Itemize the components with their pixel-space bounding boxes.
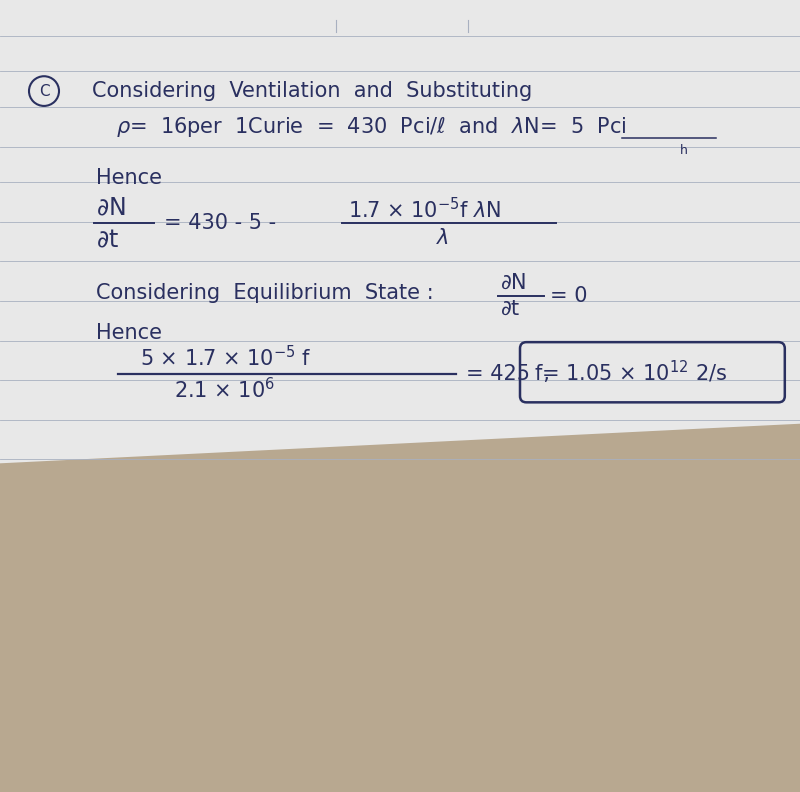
Text: 1.7 $\times$ 10$^{-5}$f $\lambda$N: 1.7 $\times$ 10$^{-5}$f $\lambda$N: [348, 197, 501, 223]
Text: Hence: Hence: [96, 168, 162, 188]
Text: = 0: = 0: [550, 286, 588, 307]
Text: $\partial$N: $\partial$N: [500, 272, 526, 293]
Text: $\partial$t: $\partial$t: [96, 227, 119, 251]
Text: = 430 - 5 -: = 430 - 5 -: [164, 213, 276, 234]
Text: f= 1.05 $\times$ 10$^{12}$ 2/s: f= 1.05 $\times$ 10$^{12}$ 2/s: [534, 359, 728, 386]
Text: Considering  Equilibrium  State :: Considering Equilibrium State :: [96, 283, 434, 303]
Polygon shape: [0, 0, 800, 463]
Text: $\lambda$: $\lambda$: [436, 227, 449, 248]
Text: Considering  Ventilation  and  Substituting: Considering Ventilation and Substituting: [92, 81, 532, 101]
Text: 2.1 $\times$ 10$^{6}$: 2.1 $\times$ 10$^{6}$: [174, 377, 275, 402]
Text: Hence: Hence: [96, 322, 162, 343]
Text: C: C: [38, 84, 50, 98]
Text: $\partial$t: $\partial$t: [500, 299, 521, 319]
Text: $\rho$=  16per  1Curie  =  430  Pci/$\ell$  and  $\lambda$N=  5  Pci: $\rho$= 16per 1Curie = 430 Pci/$\ell$ an…: [116, 115, 626, 139]
Text: $\partial$N: $\partial$N: [96, 196, 126, 219]
Text: = 425  ,: = 425 ,: [466, 364, 550, 384]
Text: h: h: [680, 144, 688, 157]
Text: 5 $\times$ 1.7 $\times$ 10$^{-5}$ f: 5 $\times$ 1.7 $\times$ 10$^{-5}$ f: [140, 345, 312, 371]
